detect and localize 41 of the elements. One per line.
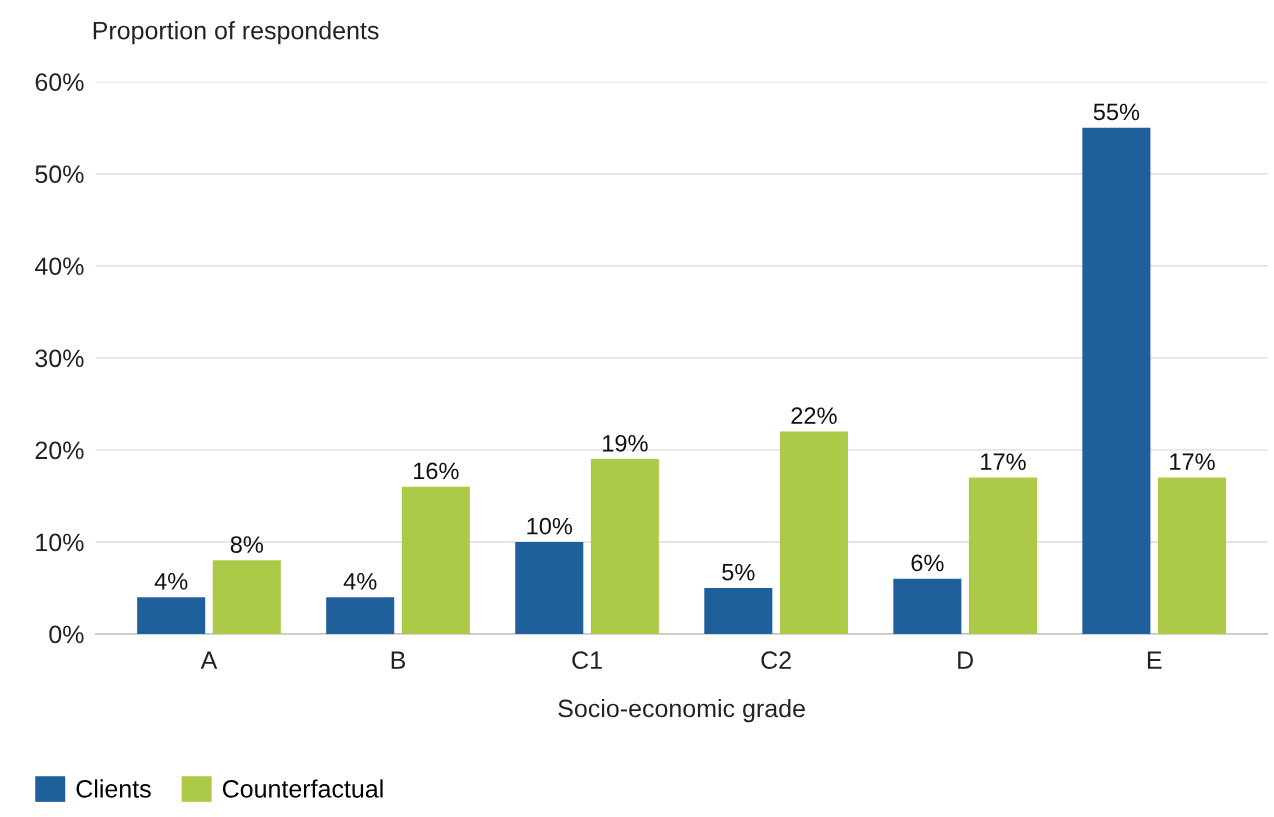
y-tick-label: 20% (35, 441, 84, 460)
bar (1157, 477, 1227, 634)
data-label: 22% (791, 407, 837, 424)
data-label: 4% (343, 573, 377, 590)
bar (401, 486, 470, 634)
legend-label: Clients (76, 779, 151, 798)
x-tick-label: E (1147, 651, 1162, 669)
y-tick-label: 60% (35, 73, 84, 91)
x-tick-label: C2 (761, 651, 791, 670)
data-label: 8% (230, 536, 264, 553)
data-label: 19% (603, 434, 648, 452)
data-label: 17% (981, 453, 1026, 470)
y-tick-label: 30% (35, 349, 84, 368)
x-tick-label: C1 (572, 651, 602, 670)
bar (968, 477, 1037, 634)
data-label: 6% (911, 554, 944, 572)
legend-label: Counterfactual (222, 779, 383, 798)
x-tick-label: B (391, 651, 406, 669)
y-tick-label: 10% (36, 533, 84, 552)
data-label: 16% (414, 462, 459, 480)
bar (704, 587, 773, 634)
data-label: 17% (1170, 453, 1215, 470)
bar (326, 597, 395, 634)
bar (212, 560, 281, 634)
bar (137, 597, 206, 634)
bar (590, 459, 659, 634)
y-axis-title: Proportion of respondents (93, 21, 379, 45)
bar (893, 578, 962, 634)
bar (779, 431, 848, 634)
data-label: 55% (1093, 103, 1140, 121)
y-tick-label: 40% (34, 257, 84, 276)
y-tick-label: 0% (49, 625, 84, 644)
data-label: 5% (722, 563, 755, 581)
data-label: 10% (527, 517, 573, 535)
x-tick-label: A (200, 651, 218, 669)
data-label: 4% (154, 573, 188, 590)
x-tick-label: D (958, 651, 973, 669)
bar (515, 541, 584, 634)
bar (1082, 127, 1151, 634)
x-axis-title: Socio-economic grade (558, 698, 805, 723)
y-tick-label: 50% (35, 165, 84, 184)
